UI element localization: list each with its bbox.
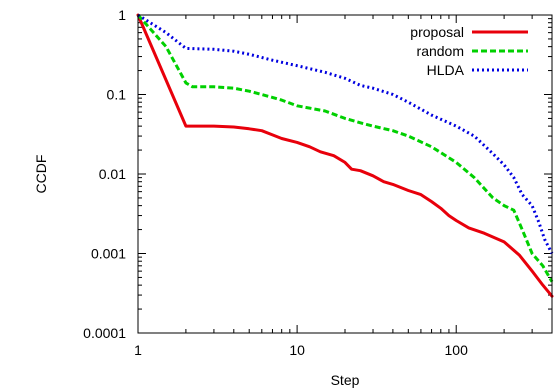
- y-tick-label: 0.01: [99, 166, 126, 182]
- y-tick-label: 0.001: [91, 246, 126, 262]
- series-line-proposal: [136, 13, 554, 298]
- y-tick-label: 0.0001: [83, 325, 126, 341]
- legend-label-random: random: [417, 43, 464, 59]
- y-tick-label: 1: [118, 7, 126, 23]
- legend-label-hlda: HLDA: [427, 62, 465, 78]
- series-layer: [136, 13, 554, 298]
- series-line-random: [136, 14, 554, 283]
- plot-frame: [137, 14, 553, 334]
- y-tick-label: 0.1: [107, 87, 127, 103]
- series-line-hlda: [137, 13, 554, 255]
- legend-label-proposal: proposal: [410, 24, 464, 40]
- x-axis-label: Step: [331, 372, 360, 388]
- legend: proposal random HLDA: [410, 24, 528, 78]
- x-tick-label: 100: [445, 342, 469, 358]
- x-tick-label: 10: [289, 342, 305, 358]
- x-tick-label: 1: [134, 342, 142, 358]
- y-axis-label: CCDF: [33, 155, 49, 194]
- plot-axes: 1 10 100 1 0.1 0.01 0.001 0.0001: [83, 7, 553, 358]
